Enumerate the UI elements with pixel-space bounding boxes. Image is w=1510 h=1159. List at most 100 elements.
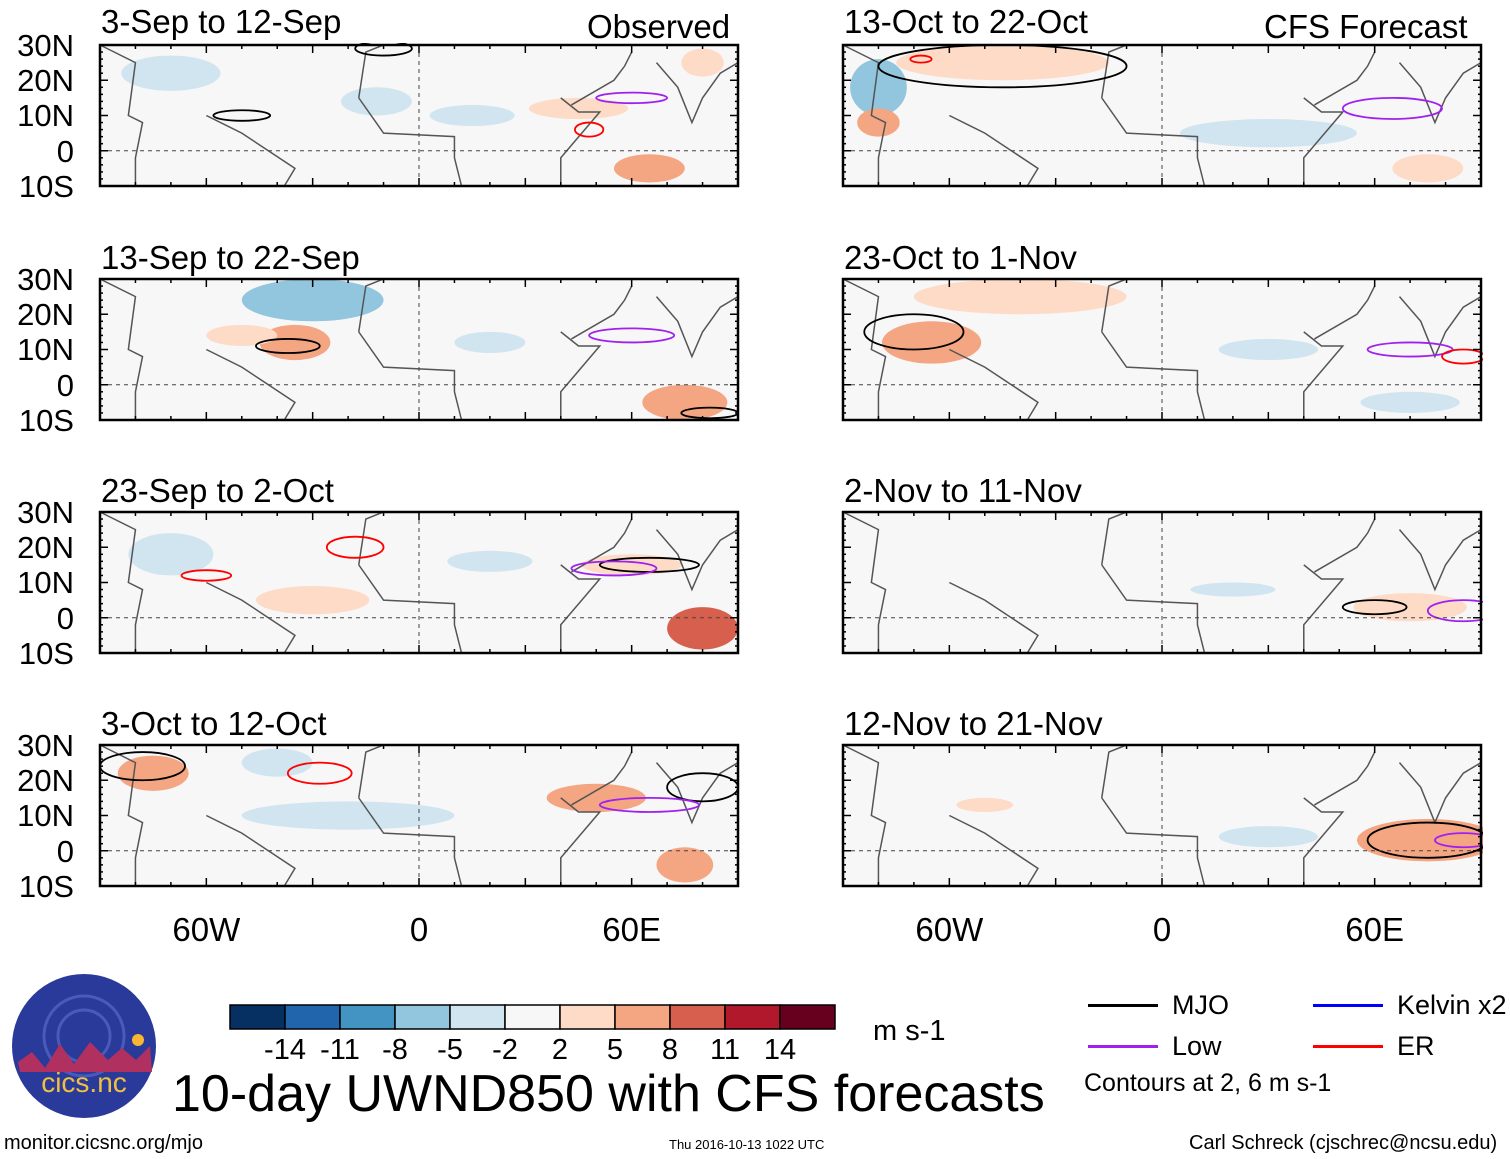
coastline <box>1398 528 1482 592</box>
coastline <box>842 744 887 886</box>
legend-line <box>1313 1004 1383 1007</box>
wind-anomaly-region <box>255 586 370 615</box>
coastline <box>1101 278 1127 332</box>
legend-item: MJO <box>1088 990 1229 1021</box>
colorbar-swatch <box>504 1004 561 1030</box>
coastline <box>99 278 144 420</box>
wave-contour <box>180 569 233 582</box>
coastline <box>1303 97 1345 186</box>
coastline <box>1303 564 1345 653</box>
coastline <box>358 797 463 887</box>
coastline <box>99 511 144 653</box>
coastline <box>358 97 463 187</box>
wave-contour <box>598 796 700 813</box>
wind-anomaly-region <box>857 108 900 137</box>
wave-contour <box>863 313 965 351</box>
wind-anomaly-region <box>1190 582 1276 597</box>
colorbar-swatch <box>394 1004 451 1030</box>
wave-contour <box>325 535 385 559</box>
wind-anomaly-region <box>956 797 1014 812</box>
colorbar-tick-label: 5 <box>607 1034 623 1066</box>
lat-tick-label: 10N <box>17 332 74 368</box>
coastline <box>1101 744 1127 798</box>
map-panel <box>841 277 1483 422</box>
coastline <box>842 44 887 186</box>
wind-anomaly-region <box>681 48 724 77</box>
coastline <box>571 51 633 106</box>
lon-tick-label: 0 <box>409 911 429 948</box>
colorbar-swatch <box>229 1004 286 1030</box>
wind-anomaly-region <box>241 279 384 322</box>
coastline <box>560 331 602 420</box>
coastline <box>358 564 463 654</box>
map-panel <box>98 743 740 888</box>
wind-anomaly-region <box>1392 154 1464 183</box>
coastline <box>655 295 739 359</box>
map-panel <box>841 510 1483 655</box>
coastline <box>1101 44 1127 98</box>
wind-anomaly-region <box>1179 119 1357 148</box>
footer-url[interactable]: monitor.cicsnc.org/mjo <box>4 1132 203 1154</box>
lat-tick-label: 30N <box>17 28 74 63</box>
coastline <box>560 564 602 653</box>
lat-tick-label: 10N <box>17 98 74 134</box>
panel-title: 13-Sep to 22-Sep <box>101 239 360 276</box>
panel-title: 12-Nov to 21-Nov <box>844 705 1103 742</box>
wind-anomaly-region <box>241 801 455 830</box>
colorbar-tick-label: -2 <box>492 1034 518 1066</box>
colorbar-tick-label: 11 <box>710 1034 740 1066</box>
wind-anomaly-region <box>1353 593 1467 622</box>
lon-tick-label: 60W <box>172 911 241 948</box>
map-panel <box>841 743 1483 888</box>
lat-tick-label: 10N <box>17 565 74 601</box>
coastline <box>571 285 633 340</box>
wind-anomaly-region <box>206 324 278 346</box>
panel-title: 2-Nov to 11-Nov <box>844 472 1082 509</box>
wave-contour <box>595 91 669 105</box>
forecast-label: CFS Forecast <box>1264 8 1468 45</box>
legend-item: ER <box>1313 1031 1435 1062</box>
coastline <box>571 751 633 806</box>
colorbar-swatch <box>559 1004 616 1030</box>
coastline <box>1101 97 1206 187</box>
coastline <box>655 61 739 125</box>
coastline <box>1314 51 1376 106</box>
colorbar-tick-label: 14 <box>764 1034 796 1066</box>
wind-anomaly-region <box>429 104 515 127</box>
coastline <box>1303 331 1345 420</box>
wind-anomaly-region <box>454 331 526 354</box>
legend-line <box>1088 1004 1158 1007</box>
legend-label: Low <box>1172 1031 1222 1061</box>
lon-tick-label: 60E <box>1345 911 1405 948</box>
lat-tick-label: 30N <box>17 495 74 530</box>
wind-anomaly-region <box>128 533 214 576</box>
colorbar-swatch <box>339 1004 396 1030</box>
coastline <box>1303 797 1345 886</box>
lat-tick-label: 10S <box>18 168 74 204</box>
wind-anomaly-region <box>850 59 907 116</box>
wave-contour <box>1341 96 1443 120</box>
wave-contour <box>354 43 413 57</box>
lon-tick-label: 60E <box>602 911 662 948</box>
lon-tick-label: 0 <box>1152 911 1172 948</box>
colorbar-swatch <box>614 1004 671 1030</box>
coastline <box>358 331 463 421</box>
coastline <box>358 744 384 798</box>
map-panel <box>98 277 740 422</box>
lon-tick-label: 60W <box>915 911 984 948</box>
coastline <box>1101 564 1206 654</box>
colorbar-tick-label: -14 <box>264 1034 306 1066</box>
wind-anomaly-region <box>642 384 728 420</box>
coastline <box>560 797 602 886</box>
figure-title: 10-day UWND850 with CFS forecasts <box>172 1065 1045 1123</box>
coastline <box>358 278 384 332</box>
colorbar-swatch <box>724 1004 781 1030</box>
coastline <box>1314 285 1376 340</box>
coastline <box>1398 761 1482 825</box>
wind-anomaly-region <box>656 847 714 883</box>
coastline <box>571 518 633 573</box>
colorbar-units: m s-1 <box>873 1015 946 1047</box>
wind-anomaly-region <box>447 550 533 572</box>
wave-contour <box>212 109 272 122</box>
